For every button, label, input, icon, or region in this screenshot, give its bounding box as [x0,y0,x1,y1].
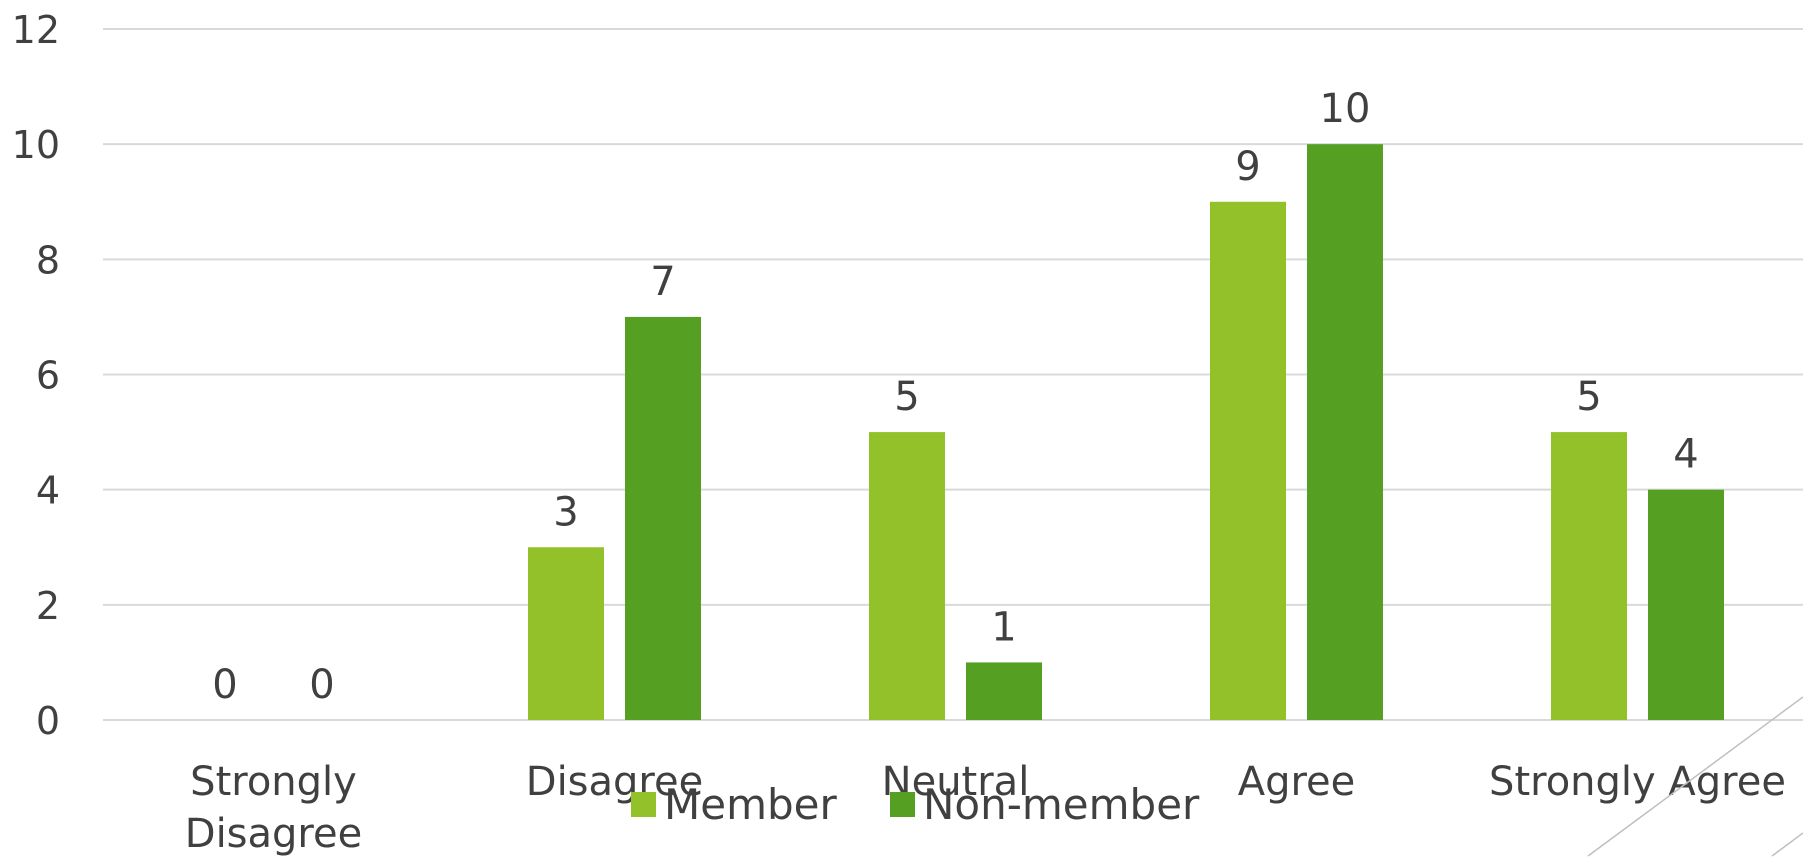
y-tick-label: 12 [12,8,60,52]
category-label: Disagree [526,759,703,805]
y-tick-label: 6 [36,354,60,398]
bars [528,144,1724,720]
y-tick-label: 8 [36,238,60,282]
data-label: 7 [650,259,675,305]
legend-label: Non-member [923,780,1200,829]
category-label: Agree [1238,759,1356,805]
bar-non-member [625,316,701,720]
decorative-corner-line [1771,832,1803,857]
data-label: 5 [894,374,919,420]
bar-member [869,432,945,720]
y-axis-ticks: 0 2 4 6 8 10 12 [12,8,60,743]
bar-member [1210,201,1286,720]
y-tick-label: 2 [36,584,60,628]
data-label: 1 [991,604,1016,650]
data-label: 4 [1673,432,1698,478]
data-label: 0 [212,662,237,708]
data-labels: 0 0 3 7 5 1 9 10 5 4 [212,86,1698,708]
data-label: 3 [553,489,578,535]
data-label: 5 [1576,374,1601,420]
y-tick-label: 4 [36,469,60,513]
bar-member [1551,432,1627,720]
bar-member [528,547,604,720]
decorative-corner-line [1587,696,1803,857]
bar-non-member [1648,489,1724,720]
legend-swatch [631,792,656,817]
legend-swatch [890,792,915,817]
data-label: 10 [1320,86,1371,132]
legend: Member Non-member [631,780,1200,829]
legend-label: Member [664,780,837,829]
data-label: 0 [309,662,334,708]
y-tick-label: 10 [12,123,60,167]
category-label: Strongly Disagree [185,759,362,857]
gridlines [103,28,1803,721]
category-label: Strongly Agree [1489,759,1786,805]
bar-non-member [966,662,1042,720]
bar-non-member [1307,144,1383,720]
data-label: 9 [1235,144,1260,190]
y-tick-label: 0 [36,699,60,743]
